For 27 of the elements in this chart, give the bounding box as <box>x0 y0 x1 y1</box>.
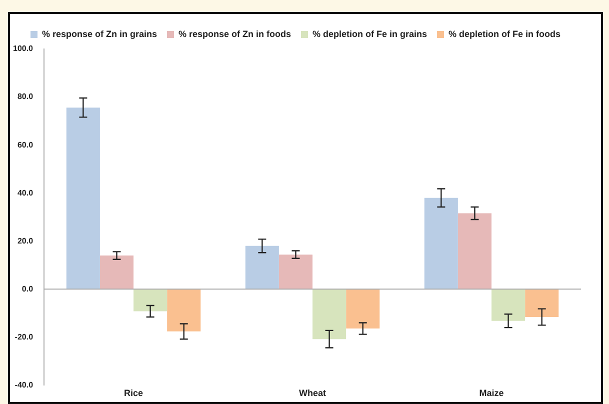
x-tick-label: Rice <box>124 388 144 398</box>
y-tick-label: -40.0 <box>14 380 34 390</box>
bar <box>278 254 313 290</box>
y-tick-label: 80.0 <box>17 92 34 102</box>
bar <box>458 213 492 290</box>
bar <box>492 289 526 321</box>
legend-label: % depletion of Fe in grains <box>312 28 428 39</box>
y-tick-label: 40.0 <box>17 188 34 198</box>
x-tick-label: Wheat <box>299 388 326 398</box>
bar <box>525 289 559 317</box>
y-tick-label: 100.0 <box>12 44 34 54</box>
bar <box>167 289 201 332</box>
bar <box>424 198 458 290</box>
y-tick-label: 60.0 <box>17 140 34 150</box>
bar <box>245 246 279 290</box>
bar <box>100 256 134 290</box>
bar <box>134 289 168 312</box>
legend-label: % response of Zn in grains <box>42 28 158 39</box>
bar <box>66 108 100 290</box>
y-tick-label: 0.0 <box>22 284 34 294</box>
x-tick-label: Maize <box>479 388 504 398</box>
bar <box>346 289 380 329</box>
legend-label: % depletion of Fe in foods <box>448 28 561 39</box>
bar <box>312 289 346 340</box>
y-tick-label: 20.0 <box>17 236 34 246</box>
y-tick-label: -20.0 <box>14 332 34 342</box>
legend-label: % response of Zn in foods <box>178 28 292 39</box>
